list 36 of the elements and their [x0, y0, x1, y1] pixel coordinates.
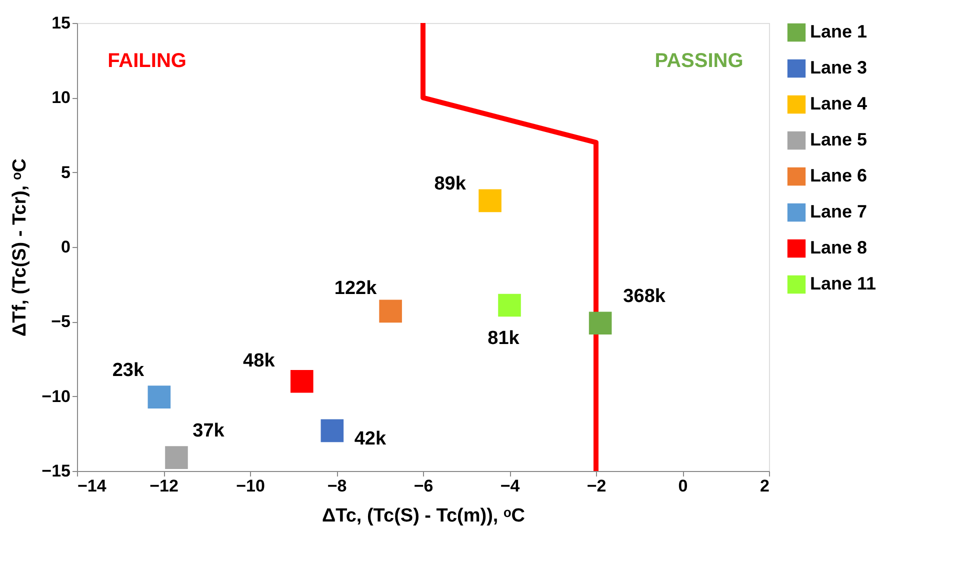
x-tick-label: −8 — [327, 476, 347, 496]
x-tick-label: 0 — [678, 476, 688, 496]
legend-label: Lane 6 — [810, 166, 868, 186]
x-tick-label: 2 — [760, 476, 770, 496]
x-tick-label: −10 — [236, 476, 265, 496]
annotation: FAILING — [108, 50, 186, 72]
legend-label: Lane 4 — [810, 94, 868, 114]
legend-label: Lane 8 — [810, 238, 868, 258]
annotation: 23k — [112, 360, 144, 382]
annotation: 368k — [623, 286, 666, 308]
annotation: PASSING — [654, 50, 744, 72]
x-tick-label: −12 — [150, 476, 178, 496]
y-tick-label: 10 — [52, 88, 70, 108]
y-tick-label: −5 — [51, 312, 70, 332]
legend-label: Lane 7 — [810, 202, 868, 222]
legend-label: Lane 1 — [810, 22, 868, 42]
y-tick-label: 5 — [61, 162, 70, 182]
x-tick-label: −6 — [414, 476, 434, 496]
x-axis-title: ΔTc, (Tc(S) - Tc(m)), ᵒC — [322, 506, 526, 526]
y-tick-label: 15 — [52, 14, 70, 32]
y-tick-label: −10 — [42, 386, 70, 406]
x-tick-label: −4 — [500, 476, 520, 496]
annotation: 37k — [192, 420, 225, 442]
legend-label: Lane 3 — [810, 58, 868, 78]
annotation: 42k — [354, 428, 386, 450]
legend-label: Lane 11 — [810, 274, 876, 294]
y-axis-title: ΔTf, (Tc(S) - Tcr), ᵒC — [10, 158, 31, 337]
x-tick-label: −14 — [78, 476, 107, 496]
y-tick-label: −15 — [42, 462, 70, 480]
x-tick-label: −2 — [586, 476, 606, 496]
annotation: 122k — [334, 278, 378, 300]
legend-label: Lane 5 — [810, 130, 868, 150]
annotation: 89k — [434, 174, 466, 195]
annotation: 81k — [488, 328, 520, 350]
annotation: 48k — [243, 350, 276, 372]
y-tick-label: 0 — [61, 238, 70, 256]
